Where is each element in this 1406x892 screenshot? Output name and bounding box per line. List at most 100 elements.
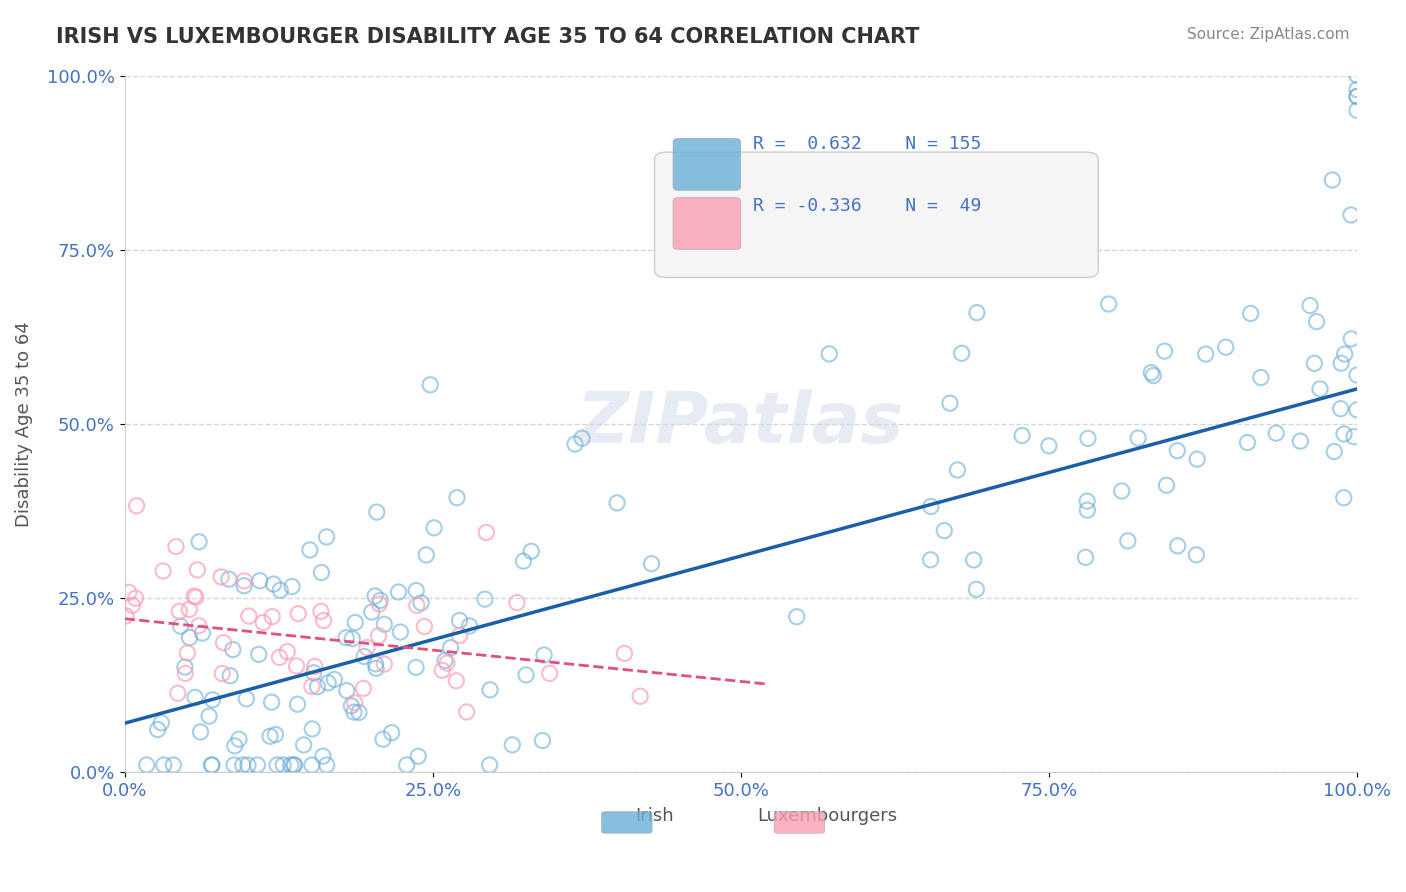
Irish [335,631,357,645]
Luxembourgers [309,604,332,618]
Irish [1346,368,1368,382]
Irish [478,758,501,772]
Irish [146,723,169,737]
Irish [1215,340,1237,354]
Luxembourgers [352,681,374,696]
Irish [312,749,335,764]
Irish [786,609,808,624]
Irish [1346,82,1368,96]
Irish [818,347,841,361]
Luxembourgers [169,604,191,618]
Irish [405,583,427,598]
Irish [1166,443,1188,458]
Irish [1111,483,1133,498]
Luxembourgers [436,656,458,670]
Luxembourgers [174,666,197,681]
Irish [284,758,307,772]
Irish [269,583,291,598]
Luxembourgers [166,686,188,700]
Luxembourgers [432,663,454,677]
Irish [264,728,287,742]
Irish [1299,299,1322,313]
Irish [531,733,554,747]
Irish [1346,402,1368,417]
Irish [1322,173,1344,187]
Text: R = -0.336    N =  49: R = -0.336 N = 49 [754,197,981,215]
Luxembourgers [165,540,187,554]
Luxembourgers [356,640,378,655]
Irish [222,758,245,772]
Irish [263,577,285,591]
Irish [1156,478,1178,492]
Irish [965,582,987,597]
Irish [283,758,305,772]
Luxembourgers [179,602,201,616]
Luxembourgers [456,705,478,719]
Irish [218,572,240,586]
Irish [950,346,973,360]
Luxembourgers [211,666,233,681]
Irish [301,758,323,772]
Irish [280,758,302,772]
Irish [366,661,388,675]
Irish [640,557,662,571]
Irish [364,589,387,603]
Luxembourgers [287,607,309,621]
Irish [184,690,207,705]
Irish [1265,426,1288,441]
Irish [260,695,283,709]
Irish [150,715,173,730]
Text: Irish: Irish [636,806,673,825]
Irish [228,732,250,747]
Irish [1077,431,1099,445]
Irish [423,521,446,535]
Irish [198,709,221,723]
Irish [920,500,942,514]
Irish [1076,494,1098,508]
FancyBboxPatch shape [602,812,652,833]
Irish [344,615,367,630]
Irish [571,431,593,445]
Irish [1098,297,1121,311]
FancyBboxPatch shape [673,138,741,190]
Irish [1333,491,1355,505]
Irish [340,698,363,713]
Irish [1185,548,1208,562]
Luxembourgers [176,646,198,660]
Luxembourgers [285,659,308,673]
Luxembourgers [262,609,284,624]
Irish [364,657,387,671]
Text: Luxembourgers: Luxembourgers [756,806,897,825]
Irish [315,530,337,544]
Luxembourgers [152,564,174,578]
Irish [201,692,224,706]
Luxembourgers [538,666,561,681]
Luxembourgers [184,591,207,605]
Irish [1074,550,1097,565]
Irish [381,725,404,739]
Luxembourgers [121,599,143,613]
Irish [169,619,191,633]
Irish [360,605,382,619]
Irish [1140,366,1163,380]
Text: Source: ZipAtlas.com: Source: ZipAtlas.com [1187,27,1350,42]
Irish [406,749,429,764]
Irish [246,758,269,772]
Luxembourgers [405,599,427,613]
Irish [1346,89,1368,103]
Irish [135,758,157,772]
Luxembourgers [373,657,395,672]
Irish [219,669,242,683]
Irish [1305,315,1327,329]
Irish [1340,208,1362,222]
Irish [419,377,441,392]
Irish [409,596,432,610]
Luxembourgers [233,574,256,588]
Irish [389,625,412,640]
Luxembourgers [212,636,235,650]
Irish [520,544,543,558]
Irish [1323,444,1346,458]
Text: ZIPatlas: ZIPatlas [576,389,904,458]
Irish [1239,306,1261,320]
Irish [315,758,337,772]
